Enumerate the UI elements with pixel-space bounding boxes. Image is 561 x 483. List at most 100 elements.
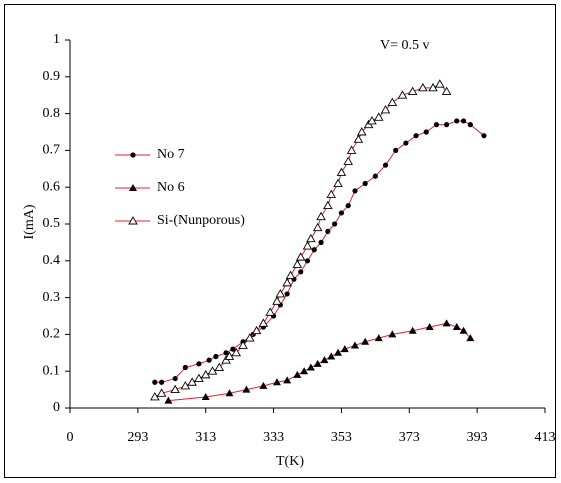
legend-marker [128,216,138,225]
y-axis-label: I(mA) [22,204,37,239]
marker [338,210,345,216]
marker [302,241,313,250]
marker [435,79,445,88]
annotation: V= 0.5 v [380,38,430,53]
marker [387,97,398,107]
x-tick-label: 373 [399,430,420,445]
marker [150,392,160,401]
marker [223,350,229,356]
marker [403,140,409,146]
marker [284,291,290,297]
marker [316,211,326,221]
y-tick-label: 0.3 [43,290,61,305]
marker [306,233,316,243]
marker [441,86,452,95]
marker [298,269,304,275]
marker [318,239,324,245]
marker [313,359,322,367]
marker [407,86,418,95]
marker [334,348,343,356]
y-tick-label: 0.5 [43,216,61,231]
marker [372,173,378,179]
x-tick-label: 353 [331,430,352,445]
marker [345,203,351,209]
marker [230,346,236,352]
y-tick-label: 0.4 [43,253,61,268]
x-tick-label: 333 [263,430,284,445]
marker [393,147,399,153]
y-tick-label: 1 [53,32,60,47]
marker [312,222,323,232]
marker [275,289,286,298]
marker [300,367,309,375]
marker [466,334,475,342]
marker [423,129,429,135]
marker [481,133,487,139]
x-axis-label: T(K) [276,454,304,469]
marker [413,133,419,139]
series-line [154,120,485,383]
marker [272,378,281,386]
x-tick-label: 413 [535,430,556,445]
marker [320,356,329,364]
marker [352,188,358,194]
marker [353,134,364,143]
marker [283,376,292,384]
marker [213,353,219,360]
marker [351,341,359,349]
marker [343,156,353,165]
marker [238,340,248,349]
marker [251,325,262,335]
marker [180,381,191,390]
marker [454,118,460,124]
marker [327,352,336,360]
marker [388,330,397,338]
marker [285,270,296,279]
y-tick-label: 0.8 [43,106,61,121]
marker [272,296,282,305]
legend-label: No 7 [157,147,185,162]
marker [159,379,165,385]
marker [182,364,188,371]
marker [467,122,473,128]
marker [207,366,218,375]
marker [194,373,204,383]
marker [361,337,370,345]
marker [382,162,389,168]
y-tick-label: 0.9 [43,69,61,84]
marker [304,258,311,264]
marker [242,385,251,393]
x-tick-label: 0 [67,430,74,445]
marker [187,377,197,386]
marker [156,388,167,397]
y-tick-label: 0.6 [43,179,61,194]
frame [4,4,556,478]
marker [293,370,302,378]
y-tick-label: 0.7 [43,143,61,158]
marker [418,82,428,92]
marker [444,122,450,128]
marker [295,252,306,261]
y-tick-label: 0.2 [43,327,61,342]
x-tick-label: 293 [127,430,148,445]
legend-marker [129,184,137,191]
marker [333,178,343,187]
marker [164,396,173,404]
marker [367,116,377,125]
marker [265,307,275,316]
legend-label: Si-(Nunporous) [157,213,245,228]
x-tick-label: 393 [467,430,488,445]
marker [442,319,451,327]
marker [346,145,357,154]
marker [245,333,255,342]
legend-label: No 6 [157,180,185,195]
marker [326,189,337,199]
marker [259,381,268,389]
legend-marker [130,152,136,158]
marker [306,363,315,371]
marker [336,167,347,176]
marker [374,334,383,342]
marker [397,90,408,99]
marker [224,351,235,360]
